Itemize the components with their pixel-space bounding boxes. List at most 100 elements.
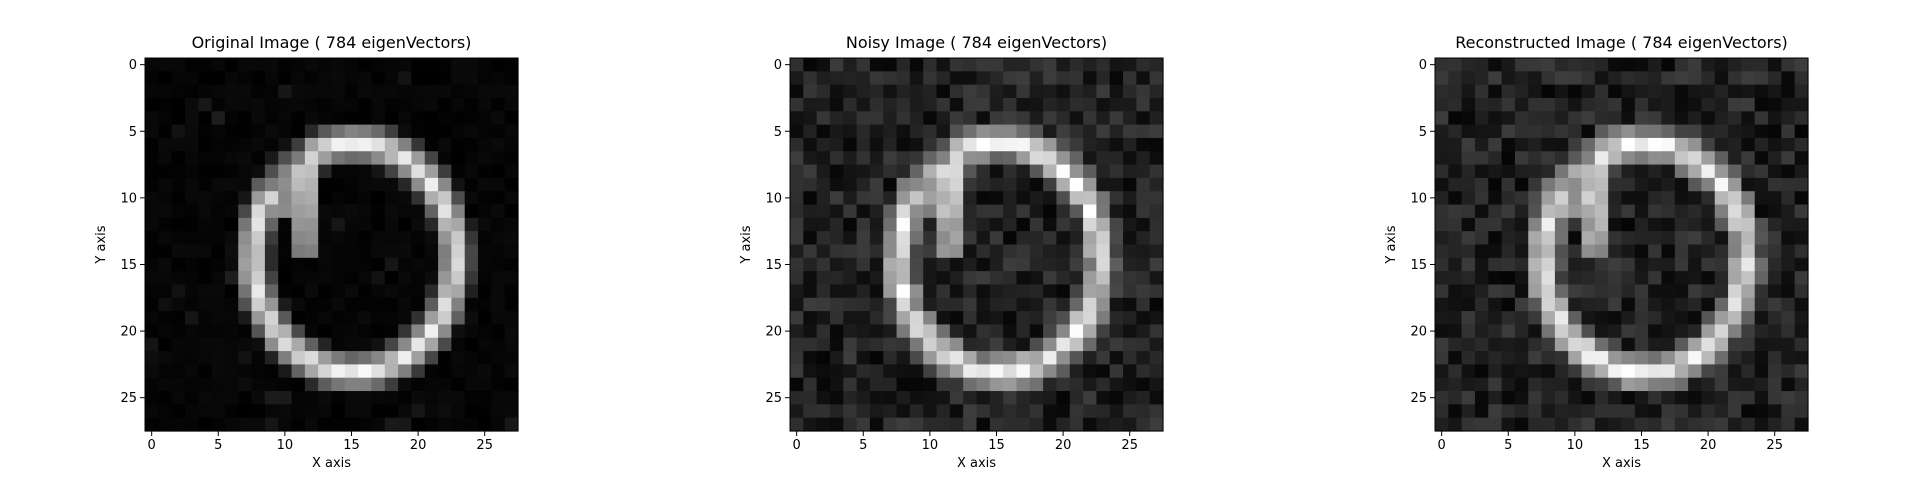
- image-pixel: [1661, 231, 1676, 246]
- image-pixel: [1448, 58, 1463, 72]
- image-pixel: [1621, 111, 1636, 126]
- image-pixel: [923, 217, 938, 232]
- image-pixel: [976, 324, 991, 339]
- image-pixel: [464, 404, 479, 419]
- image-pixel: [318, 297, 333, 312]
- image-pixel: [371, 404, 386, 419]
- image-pixel: [1781, 324, 1796, 339]
- image-pixel: [1448, 191, 1463, 206]
- image-pixel: [358, 151, 373, 166]
- image-pixel: [238, 364, 253, 379]
- image-pixel: [464, 244, 479, 259]
- image-pixel: [829, 417, 844, 432]
- image-pixel: [843, 97, 858, 112]
- image-pixel: [238, 58, 253, 72]
- image-pixel: [438, 84, 452, 99]
- image-pixel: [1448, 231, 1463, 246]
- image-pixel: [1608, 404, 1623, 419]
- image-pixel: [358, 71, 373, 86]
- image-pixel: [1123, 71, 1137, 86]
- image-pixel: [923, 391, 938, 405]
- image-pixel: [1501, 151, 1516, 166]
- image-pixel: [438, 97, 452, 112]
- image-pixel: [211, 324, 226, 339]
- image-pixel: [1069, 364, 1084, 379]
- image-pixel: [1109, 58, 1124, 72]
- image-pixel: [1123, 151, 1137, 166]
- image-pixel: [1056, 297, 1071, 312]
- image-pixel: [1096, 217, 1111, 232]
- image-pixel: [869, 417, 884, 432]
- image-pixel: [1688, 124, 1703, 139]
- image-pixel: [1149, 257, 1164, 272]
- image-pixels: [145, 58, 519, 432]
- image-pixel: [251, 257, 266, 272]
- image-pixel: [1554, 124, 1569, 139]
- image-pixel: [264, 417, 279, 432]
- image-pixel: [331, 191, 346, 206]
- image-pixel: [1688, 311, 1703, 326]
- image-pixel: [384, 391, 399, 405]
- image-pixel: [478, 284, 492, 299]
- image-pixel: [1488, 391, 1503, 405]
- image-pixel: [438, 257, 452, 272]
- image-pixel: [923, 297, 938, 312]
- image-pixel: [384, 164, 399, 179]
- image-pixel: [1149, 324, 1164, 339]
- image-pixel: [1741, 204, 1756, 219]
- image-pixel: [1701, 58, 1716, 72]
- image-pixel: [1029, 364, 1044, 379]
- image-pixel: [1781, 271, 1796, 286]
- image-pixel: [278, 377, 293, 392]
- image-pixel: [211, 231, 226, 246]
- image-pixel: [1488, 244, 1503, 259]
- image-pixel: [1461, 271, 1476, 286]
- image-pixel: [909, 97, 924, 112]
- image-pixel: [1056, 111, 1071, 126]
- image-pixel: [1541, 177, 1556, 192]
- image-pixel: [1003, 111, 1018, 126]
- image-pixel: [304, 244, 319, 259]
- image-pixel: [1501, 337, 1516, 352]
- image-pixel: [331, 391, 346, 405]
- image-pixel: [1448, 124, 1463, 139]
- image-pixel: [1754, 164, 1769, 179]
- image-pixel: [491, 337, 506, 352]
- image-pixel: [171, 231, 186, 246]
- image-pixel: [304, 177, 319, 192]
- image-pixel: [145, 364, 159, 379]
- image-pixel: [1448, 284, 1463, 299]
- image-pixel: [158, 257, 173, 272]
- image-pixel: [224, 111, 239, 126]
- image-pixel: [238, 271, 253, 286]
- image-pixel: [1136, 151, 1151, 166]
- image-pixel: [1541, 124, 1556, 139]
- image-pixel: [264, 191, 279, 206]
- image-pixel: [856, 244, 871, 259]
- image-pixel: [1714, 284, 1729, 299]
- image-pixel: [1528, 257, 1543, 272]
- image-pixel: [909, 151, 924, 166]
- image-pixel: [411, 351, 426, 365]
- image-pixel: [171, 351, 186, 365]
- image-pixel: [1043, 217, 1058, 232]
- image-pixel: [451, 391, 466, 405]
- image-pixel: [1634, 58, 1649, 72]
- image-pixel: [1661, 71, 1676, 86]
- image-pixel: [949, 164, 964, 179]
- image-pixel: [211, 351, 226, 365]
- image-pixel: [331, 404, 346, 419]
- image-pixel: [816, 191, 831, 206]
- image-pixel: [1501, 257, 1516, 272]
- image-pixel: [184, 71, 199, 86]
- image-pixel: [1581, 324, 1596, 339]
- image-pixel: [1648, 351, 1663, 365]
- image-pixel: [963, 324, 978, 339]
- image-pixel: [411, 404, 426, 419]
- image-pixel: [1109, 377, 1124, 392]
- image-pixel: [1514, 137, 1529, 152]
- image-pixel: [843, 404, 858, 419]
- image-pixel: [843, 191, 858, 206]
- image-pixel: [1435, 71, 1449, 86]
- image-pixel: [158, 271, 173, 286]
